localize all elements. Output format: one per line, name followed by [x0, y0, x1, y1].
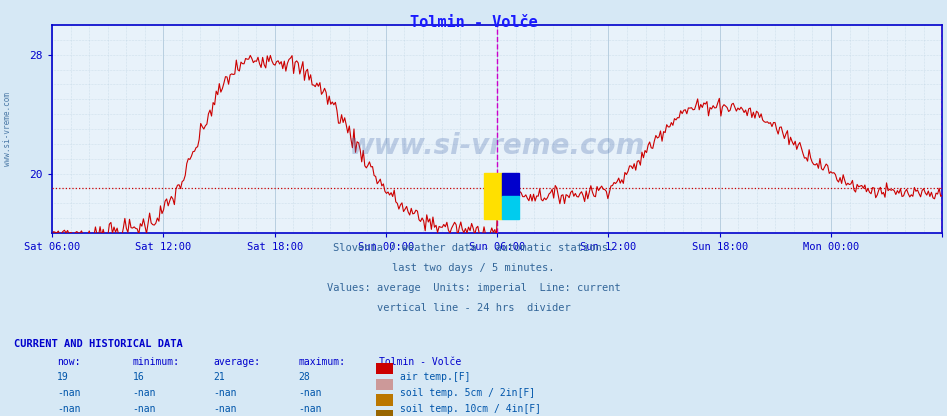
Text: -nan: -nan [133, 404, 156, 414]
Text: now:: now: [57, 357, 80, 366]
Text: Tolmin - Volče: Tolmin - Volče [410, 15, 537, 30]
Text: -nan: -nan [213, 404, 237, 414]
Bar [502, 173, 519, 196]
Text: soil temp. 5cm / 2in[F]: soil temp. 5cm / 2in[F] [400, 388, 535, 398]
Text: Values: average  Units: imperial  Line: current: Values: average Units: imperial Line: cu… [327, 283, 620, 293]
Text: last two days / 5 minutes.: last two days / 5 minutes. [392, 263, 555, 273]
Text: air temp.[F]: air temp.[F] [400, 372, 470, 382]
Text: -nan: -nan [133, 388, 156, 398]
Text: vertical line - 24 hrs  divider: vertical line - 24 hrs divider [377, 303, 570, 313]
Text: 21: 21 [213, 372, 224, 382]
Text: 16: 16 [133, 372, 144, 382]
Text: average:: average: [213, 357, 260, 366]
Text: soil temp. 10cm / 4in[F]: soil temp. 10cm / 4in[F] [400, 404, 541, 414]
Text: -nan: -nan [57, 404, 80, 414]
Text: Tolmin - Volče: Tolmin - Volče [379, 357, 461, 366]
Text: maximum:: maximum: [298, 357, 346, 366]
Text: 19: 19 [57, 372, 68, 382]
Text: 28: 28 [298, 372, 310, 382]
Text: Slovenia / weather data - automatic stations.: Slovenia / weather data - automatic stat… [333, 243, 614, 253]
Text: -nan: -nan [298, 388, 322, 398]
Text: minimum:: minimum: [133, 357, 180, 366]
Text: www.si-vreme.com: www.si-vreme.com [3, 92, 12, 166]
Text: CURRENT AND HISTORICAL DATA: CURRENT AND HISTORICAL DATA [14, 339, 183, 349]
Bar [484, 173, 502, 219]
Bar [502, 196, 519, 219]
Text: -nan: -nan [298, 404, 322, 414]
Text: -nan: -nan [57, 388, 80, 398]
Text: www.si-vreme.com: www.si-vreme.com [348, 131, 646, 160]
Text: -nan: -nan [213, 388, 237, 398]
